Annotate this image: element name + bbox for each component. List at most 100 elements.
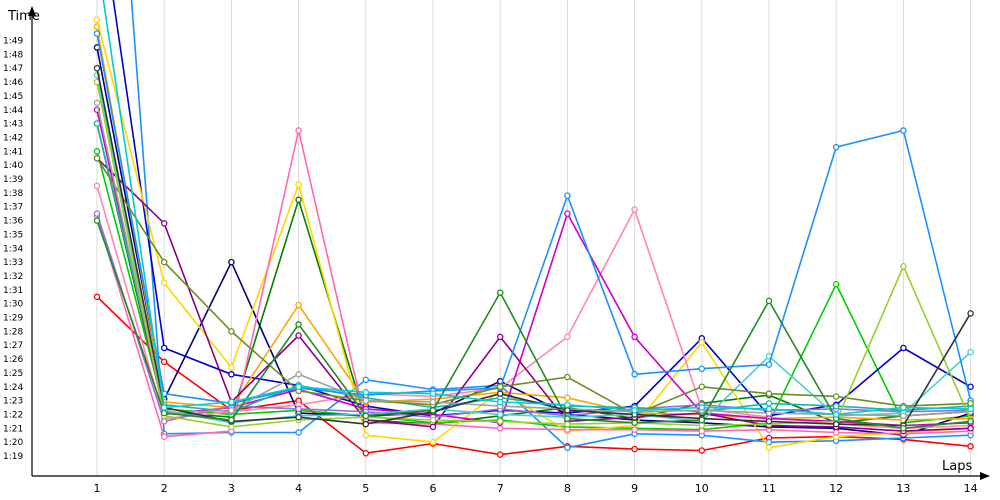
series-14 xyxy=(94,121,973,414)
series-line xyxy=(97,27,971,420)
data-point xyxy=(968,426,973,431)
data-point xyxy=(834,145,839,150)
data-point xyxy=(766,419,771,424)
data-point xyxy=(94,100,99,105)
data-point xyxy=(94,156,99,161)
series-line xyxy=(97,34,971,404)
data-point xyxy=(229,408,234,413)
y-tick-label: 1:19 xyxy=(3,452,23,462)
data-point xyxy=(430,440,435,445)
data-point xyxy=(565,374,570,379)
x-tick-label: 13 xyxy=(896,482,910,495)
data-point xyxy=(766,401,771,406)
data-point xyxy=(498,290,503,295)
data-point xyxy=(296,372,301,377)
data-point xyxy=(498,334,503,339)
series-line xyxy=(97,0,971,414)
data-point xyxy=(565,211,570,216)
y-tick-label: 1:44 xyxy=(3,106,23,116)
y-tick-label: 1:29 xyxy=(3,314,23,324)
y-tick-label: 1:48 xyxy=(3,50,23,60)
data-point xyxy=(565,193,570,198)
x-tick-label: 8 xyxy=(564,482,571,495)
data-point xyxy=(699,428,704,433)
data-point xyxy=(565,445,570,450)
data-point xyxy=(901,405,906,410)
data-point xyxy=(565,402,570,407)
series-20 xyxy=(94,66,973,429)
y-tick-label: 1:45 xyxy=(3,92,23,102)
y-tick-label: 1:42 xyxy=(3,133,23,143)
data-point xyxy=(296,333,301,338)
series-line xyxy=(97,75,971,423)
series-line xyxy=(97,103,971,416)
data-point xyxy=(296,384,301,389)
data-point xyxy=(834,430,839,435)
data-point xyxy=(162,221,167,226)
data-point xyxy=(632,207,637,212)
y-tick-labels: 1:19 1:20 1:21 1:22 1:23 1:24 1:25 1:26 1:27 1:28… xyxy=(3,37,23,463)
data-point xyxy=(94,149,99,154)
x-tick-label: 2 xyxy=(161,482,168,495)
y-tick-label: 1:40 xyxy=(3,161,23,171)
data-point xyxy=(968,401,973,406)
data-point xyxy=(498,412,503,417)
data-point xyxy=(901,128,906,133)
data-point xyxy=(363,390,368,395)
data-point xyxy=(498,452,503,457)
data-point xyxy=(363,413,368,418)
data-point xyxy=(565,416,570,421)
data-point xyxy=(296,128,301,133)
data-point xyxy=(296,197,301,202)
series-8 xyxy=(94,17,973,450)
grid xyxy=(97,0,971,476)
series-line xyxy=(97,0,971,416)
data-point xyxy=(632,427,637,432)
data-point xyxy=(901,345,906,350)
data-point xyxy=(94,17,99,22)
series-21 xyxy=(94,218,973,431)
data-point xyxy=(162,410,167,415)
data-point xyxy=(766,391,771,396)
series-line xyxy=(97,68,971,425)
series-line xyxy=(97,0,971,448)
series-10 xyxy=(94,183,973,431)
data-point xyxy=(94,31,99,36)
data-point xyxy=(699,448,704,453)
data-point xyxy=(229,417,234,422)
data-point xyxy=(430,408,435,413)
data-point xyxy=(430,417,435,422)
data-point xyxy=(229,365,234,370)
data-point xyxy=(632,334,637,339)
y-tick-label: 1:37 xyxy=(3,203,23,213)
data-point xyxy=(296,182,301,187)
data-point xyxy=(834,412,839,417)
data-point xyxy=(565,408,570,413)
data-point xyxy=(834,282,839,287)
x-tick-label: 12 xyxy=(829,482,843,495)
data-point xyxy=(699,340,704,345)
data-point xyxy=(229,260,234,265)
y-tick-label: 1:31 xyxy=(3,286,23,296)
x-tick-label: 3 xyxy=(228,482,235,495)
data-point xyxy=(699,417,704,422)
data-point xyxy=(229,372,234,377)
data-point xyxy=(94,294,99,299)
data-point xyxy=(296,430,301,435)
data-point xyxy=(363,433,368,438)
data-point xyxy=(968,311,973,316)
y-tick-label: 1:20 xyxy=(3,438,23,448)
data-point xyxy=(229,399,234,404)
data-point xyxy=(363,451,368,456)
y-tick-label: 1:46 xyxy=(3,78,23,88)
y-tick-label: 1:33 xyxy=(3,258,23,268)
data-point xyxy=(901,426,906,431)
data-point xyxy=(296,406,301,411)
data-point xyxy=(296,415,301,420)
y-tick-label: 1:28 xyxy=(3,327,23,337)
data-point xyxy=(94,183,99,188)
data-point xyxy=(94,121,99,126)
x-tick-label: 9 xyxy=(631,482,638,495)
data-point xyxy=(968,350,973,355)
series-line xyxy=(97,47,971,435)
